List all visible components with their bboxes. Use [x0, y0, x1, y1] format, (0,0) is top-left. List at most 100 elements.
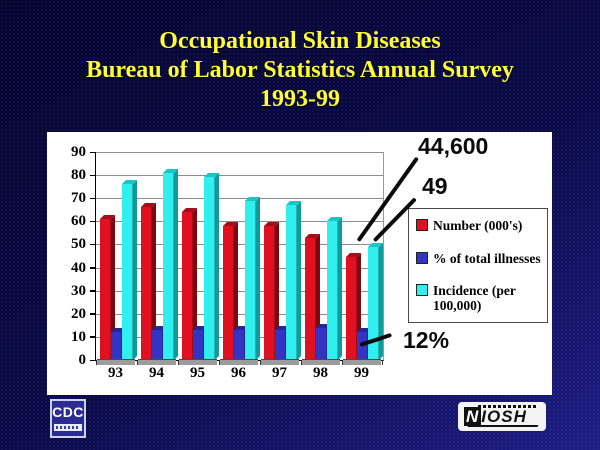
bar	[245, 196, 260, 360]
x-tick-label: 94	[149, 365, 164, 381]
niosh-logo-text: NIOSH	[466, 407, 527, 426]
y-tick-mark	[90, 336, 95, 338]
niosh-logo-smallprint	[478, 405, 536, 408]
y-tick-mark	[90, 359, 95, 361]
legend-label-incidence: Incidence (per 100,000)	[433, 283, 516, 313]
chart-panel: 0 10 20 30 40 50 60 70 80 90 93 94 95 96 97 98 99 Numbe…	[47, 132, 552, 395]
bar-group-floor	[302, 359, 340, 365]
x-tick-label: 99	[354, 365, 369, 381]
bar	[346, 252, 361, 360]
x-tick-mark	[137, 360, 138, 365]
slide-title: Occupational Skin Diseases Bureau of Lab…	[0, 27, 600, 114]
niosh-logo-underline	[467, 425, 539, 427]
y-tick-mark	[90, 313, 95, 315]
legend-label-percent: % of total illnesses	[433, 250, 541, 266]
plot-area	[95, 152, 384, 365]
annotation-number-1999: 44,600	[418, 133, 489, 159]
bar	[204, 173, 219, 360]
x-axis-labels: 93 94 95 96 97 98 99	[95, 365, 382, 383]
bar-group-floor	[261, 359, 299, 365]
bar	[316, 323, 331, 360]
y-tick-label: 50	[71, 236, 86, 253]
x-tick-label: 93	[108, 365, 123, 381]
gridline	[96, 244, 383, 246]
bar	[223, 221, 238, 360]
bar	[122, 180, 137, 360]
title-line-2: Bureau of Labor Statistics Annual Survey	[86, 57, 514, 83]
chart-legend: Number (000's) % of total illnesses Inci…	[408, 208, 548, 323]
title-line-1: Occupational Skin Diseases	[159, 28, 441, 54]
title-line-3: 1993-99	[260, 86, 340, 112]
cdc-logo-tagline	[54, 424, 82, 431]
y-tick-mark	[90, 174, 95, 177]
x-tick-mark	[260, 360, 261, 365]
x-tick-mark	[301, 360, 302, 365]
x-tick-label: 96	[231, 365, 246, 381]
bar	[286, 201, 301, 360]
bar	[182, 208, 197, 360]
bar	[357, 328, 372, 360]
bar-group-floor	[138, 359, 176, 365]
legend-item-percent: % of total illnesses	[416, 251, 542, 266]
x-tick-mark	[382, 360, 383, 365]
bar	[305, 233, 320, 360]
x-tick-mark	[219, 360, 220, 365]
bar	[327, 217, 342, 360]
y-tick-mark	[90, 151, 95, 153]
y-tick-label: 90	[71, 144, 86, 160]
bar	[264, 221, 279, 360]
bar	[193, 325, 208, 360]
y-tick-label: 30	[71, 282, 86, 299]
y-tick-label: 20	[71, 305, 86, 322]
bar	[163, 168, 178, 360]
gridline	[96, 313, 383, 315]
y-axis-labels: 0 10 20 30 40 50 60 70 80 90	[47, 144, 95, 368]
x-tick-mark	[342, 360, 343, 365]
y-tick-mark	[90, 220, 95, 223]
bar-group-floor	[220, 359, 258, 365]
y-tick-mark	[90, 290, 95, 292]
gridline	[96, 175, 383, 177]
y-tick-label: 10	[71, 328, 86, 345]
niosh-logo: NIOSH	[458, 402, 546, 431]
gridline	[96, 267, 383, 269]
gridline	[96, 198, 383, 200]
cdc-logo: CDC	[50, 399, 86, 438]
x-tick-label: 97	[272, 365, 287, 381]
gridline	[96, 290, 383, 292]
bar	[100, 215, 115, 360]
legend-swatch-percent	[416, 251, 428, 264]
bar	[152, 325, 167, 360]
bar-group-floor	[343, 359, 381, 365]
annotation-percent-1999: 12%	[403, 327, 450, 353]
y-tick-label: 0	[78, 352, 87, 368]
bar-group-floor	[97, 359, 135, 365]
bar	[141, 203, 156, 360]
x-tick-label: 98	[313, 365, 328, 381]
bar	[234, 325, 249, 360]
annotation-incidence-1999: 49	[422, 173, 448, 199]
y-tick-mark	[90, 267, 95, 269]
y-tick-mark	[90, 197, 95, 200]
bar	[111, 328, 126, 360]
y-tick-label: 60	[71, 213, 86, 230]
y-tick-label: 40	[71, 259, 86, 276]
bar	[368, 242, 383, 360]
x-tick-label: 95	[190, 365, 205, 381]
y-tick-label: 80	[71, 167, 86, 184]
bar	[275, 325, 290, 360]
legend-item-incidence: Incidence (per 100,000)	[416, 283, 542, 313]
x-tick-mark	[96, 360, 97, 365]
x-tick-mark	[178, 360, 179, 365]
cdc-logo-text: CDC	[52, 404, 84, 420]
legend-item-number: Number (000's)	[416, 218, 542, 233]
gridline	[96, 221, 383, 223]
legend-label-number: Number (000's)	[433, 218, 523, 233]
gridline	[96, 152, 383, 153]
y-tick-mark	[90, 243, 95, 246]
bar-group-floor	[179, 359, 217, 365]
legend-swatch-incidence	[416, 284, 428, 296]
y-tick-label: 70	[71, 190, 86, 207]
legend-swatch-number	[416, 219, 428, 231]
